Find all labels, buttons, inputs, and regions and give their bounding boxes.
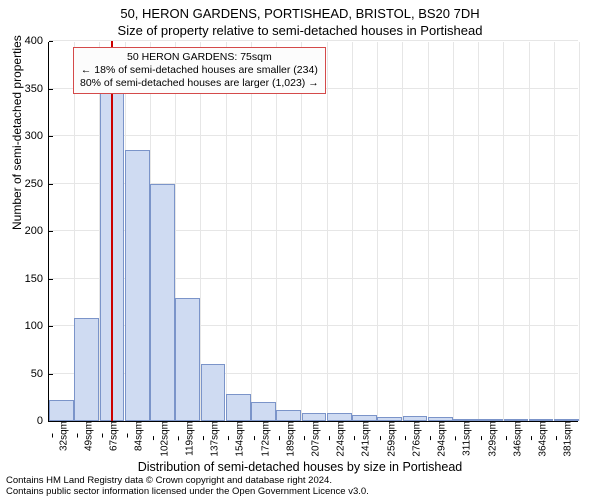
x-tick-label: 84sqm xyxy=(130,421,145,451)
gridline-v xyxy=(503,42,504,421)
chart-title-line2: Size of property relative to semi-detach… xyxy=(0,23,600,38)
gridline-v xyxy=(251,42,252,421)
gridline-v xyxy=(428,42,429,421)
gridline-v xyxy=(377,42,378,421)
x-tick-label: 276sqm xyxy=(407,421,422,457)
gridline-v xyxy=(529,42,530,421)
chart-area: 05010015020025030035040032sqm49sqm67sqm8… xyxy=(48,42,578,422)
x-axis-label: Distribution of semi-detached houses by … xyxy=(0,460,600,474)
gridline-v xyxy=(301,42,302,421)
x-tick-label: 311sqm xyxy=(458,421,473,456)
x-tick-label: 224sqm xyxy=(332,421,347,457)
histogram-bar xyxy=(49,400,74,421)
y-tick-label: 0 xyxy=(37,415,49,427)
histogram-bar xyxy=(201,364,226,421)
x-tick-label: 102sqm xyxy=(155,421,170,457)
x-tick-label: 329sqm xyxy=(483,421,498,457)
annotation-line: 50 HERON GARDENS: 75sqm xyxy=(80,51,319,64)
histogram-bar xyxy=(251,402,276,421)
x-tick-label: 32sqm xyxy=(54,421,69,451)
property-marker-line xyxy=(111,41,113,421)
y-tick-label: 400 xyxy=(25,35,49,47)
gridline-v xyxy=(327,42,328,421)
gridline-v xyxy=(453,42,454,421)
gridline-v xyxy=(352,42,353,421)
y-tick-label: 350 xyxy=(25,83,49,95)
gridline-h xyxy=(49,40,578,41)
y-tick-label: 200 xyxy=(25,225,49,237)
x-tick-label: 259sqm xyxy=(382,421,397,457)
chart-title-block: 50, HERON GARDENS, PORTISHEAD, BRISTOL, … xyxy=(0,0,600,38)
x-tick-label: 346sqm xyxy=(508,421,523,457)
x-tick-label: 119sqm xyxy=(180,421,195,456)
histogram-bar xyxy=(125,150,150,421)
annotation-line: ← 18% of semi-detached houses are smalle… xyxy=(80,64,319,77)
annotation-box: 50 HERON GARDENS: 75sqm← 18% of semi-det… xyxy=(73,47,326,94)
histogram-bar xyxy=(276,410,301,421)
histogram-bar xyxy=(327,413,352,421)
x-tick-label: 137sqm xyxy=(206,421,221,457)
gridline-v xyxy=(478,42,479,421)
x-tick-label: 49sqm xyxy=(79,421,94,451)
plot-area: 05010015020025030035040032sqm49sqm67sqm8… xyxy=(48,42,578,422)
y-tick-label: 100 xyxy=(25,320,49,332)
y-tick-label: 300 xyxy=(25,130,49,142)
gridline-v xyxy=(276,42,277,421)
footer-note: Contains HM Land Registry data © Crown c… xyxy=(6,476,369,498)
histogram-bar xyxy=(74,318,99,421)
gridline-v xyxy=(402,42,403,421)
x-tick-label: 207sqm xyxy=(307,421,322,457)
x-tick-label: 364sqm xyxy=(534,421,549,457)
y-tick-label: 50 xyxy=(31,368,49,380)
gridline-h xyxy=(49,135,578,136)
x-tick-label: 67sqm xyxy=(105,421,120,451)
x-tick-label: 154sqm xyxy=(231,421,246,457)
x-tick-label: 381sqm xyxy=(559,421,574,457)
y-axis-label: Number of semi-detached properties xyxy=(10,35,24,230)
x-tick-label: 294sqm xyxy=(433,421,448,457)
histogram-bar xyxy=(226,394,251,421)
histogram-bar xyxy=(302,413,327,421)
x-tick-label: 172sqm xyxy=(256,421,271,457)
y-tick-label: 250 xyxy=(25,178,49,190)
gridline-v xyxy=(226,42,227,421)
x-tick-label: 241sqm xyxy=(357,421,372,457)
annotation-line: 80% of semi-detached houses are larger (… xyxy=(80,77,319,90)
y-tick-label: 150 xyxy=(25,273,49,285)
footer-line2: Contains public sector information licen… xyxy=(6,487,369,498)
histogram-bar xyxy=(150,184,175,422)
histogram-bar xyxy=(175,298,200,422)
gridline-v xyxy=(579,42,580,421)
gridline-v xyxy=(554,42,555,421)
chart-title-line1: 50, HERON GARDENS, PORTISHEAD, BRISTOL, … xyxy=(0,6,600,21)
x-tick-label: 189sqm xyxy=(281,421,296,457)
